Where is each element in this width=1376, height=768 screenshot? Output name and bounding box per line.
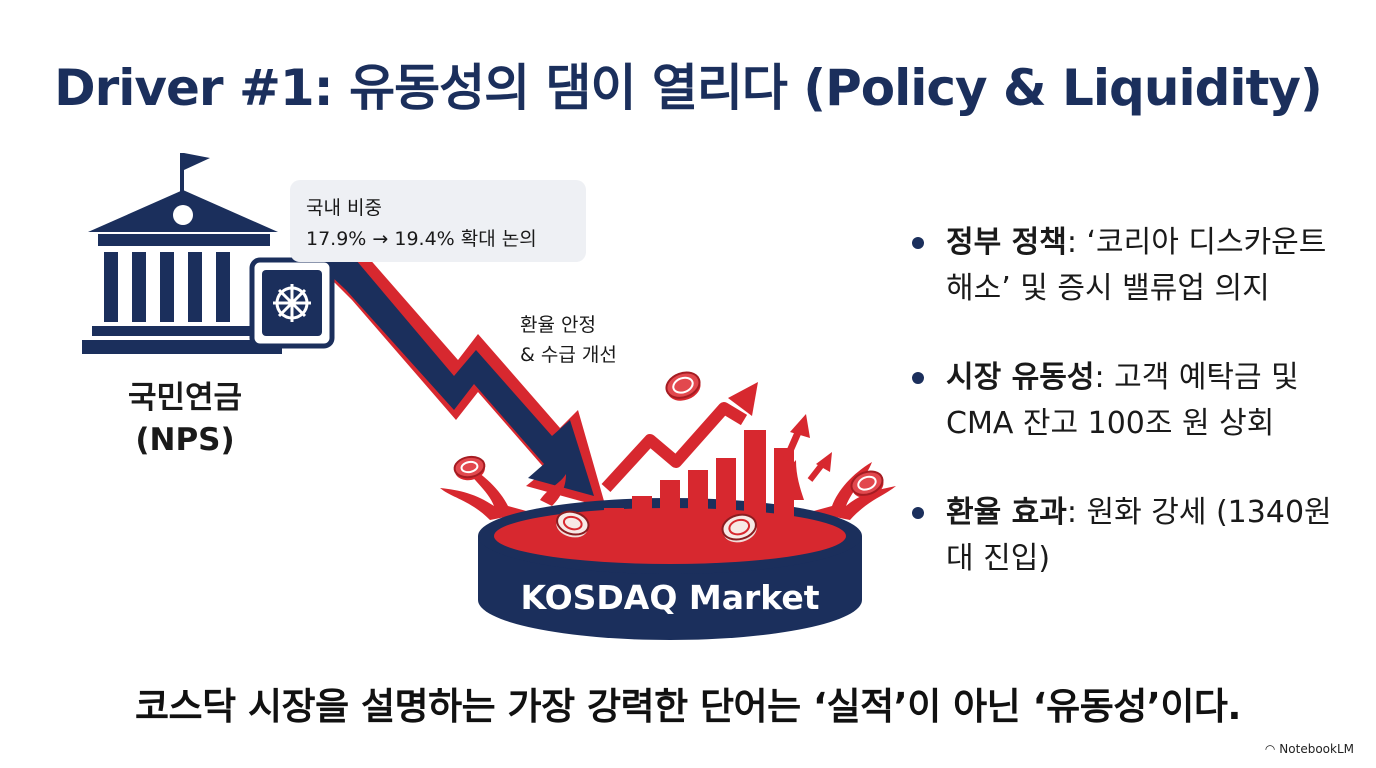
bullet-text: : ‘코리아 디스카운트 해소’ 및 증시 밸류업 의지 — [946, 225, 1327, 306]
brand-watermark: ◠ NotebookLM — [1265, 742, 1354, 756]
bullet-item: 시장 유동성: 고객 예탁금 및 CMA 잔고 100조 원 상회 — [908, 355, 1358, 447]
rising-arrow-icon — [601, 382, 832, 493]
page-title: Driver #1: 유동성의 댐이 열리다 (Policy & Liquidi… — [54, 59, 1323, 117]
bullet-item: 정부 정책: ‘코리아 디스카운트 해소’ 및 증시 밸류업 의지 — [908, 220, 1358, 312]
bullet-text: : 고객 예탁금 및 CMA 잔고 100조 원 상회 — [946, 360, 1299, 441]
bank-building-icon — [82, 153, 282, 354]
bullet-head: 환율 효과 — [946, 495, 1067, 530]
callout-box — [290, 180, 586, 262]
bar-chart-icon — [604, 430, 794, 538]
bullet-dot-icon — [912, 372, 924, 384]
bullet-head: 정부 정책 — [946, 225, 1067, 260]
callout-value: 17.9% → 19.4% 확대 논의 — [306, 228, 537, 250]
nps-label-line2: (NPS) — [135, 422, 235, 458]
nps-label: 국민연금 (NPS) — [100, 377, 270, 461]
bullet-text: : 원화 강세 (1340원대 진입) — [946, 495, 1332, 576]
vault-icon — [249, 257, 335, 349]
notebook-logo-icon: ◠ — [1264, 742, 1276, 756]
bullet-dot-icon — [912, 507, 924, 519]
fx-label: 환율 안정 & 수급 개선 — [520, 310, 617, 370]
bullet-head: 시장 유동성 — [946, 360, 1095, 395]
fx-label-line2: & 수급 개선 — [520, 344, 617, 366]
market-label: KOSDAQ Market — [520, 578, 820, 617]
bullet-list: 정부 정책: ‘코리아 디스카운트 해소’ 및 증시 밸류업 의지 시장 유동성… — [908, 220, 1358, 625]
bullet-dot-icon — [912, 237, 924, 249]
fx-label-line1: 환율 안정 — [520, 314, 596, 336]
callout-title: 국내 비중 — [306, 197, 382, 219]
downward-arrow — [300, 248, 606, 508]
bullet-item: 환율 효과: 원화 강세 (1340원대 진입) — [908, 490, 1358, 582]
coin-icon — [453, 371, 884, 543]
nps-label-line1: 국민연금 — [127, 380, 243, 416]
brand-name: NotebookLM — [1279, 742, 1354, 756]
bottom-statement: 코스닥 시장을 설명하는 가장 강력한 단어는 ‘실적’이 아닌 ‘유동성’이다… — [135, 685, 1241, 728]
